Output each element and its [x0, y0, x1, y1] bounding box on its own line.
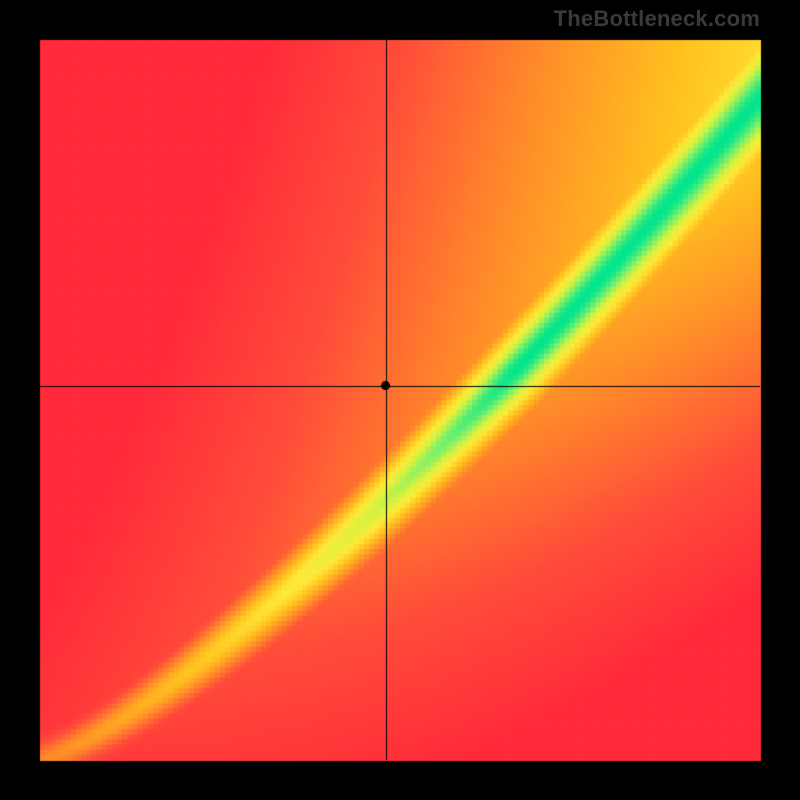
watermark-text: TheBottleneck.com	[554, 6, 760, 32]
heatmap-canvas	[0, 0, 800, 800]
chart-container: TheBottleneck.com	[0, 0, 800, 800]
